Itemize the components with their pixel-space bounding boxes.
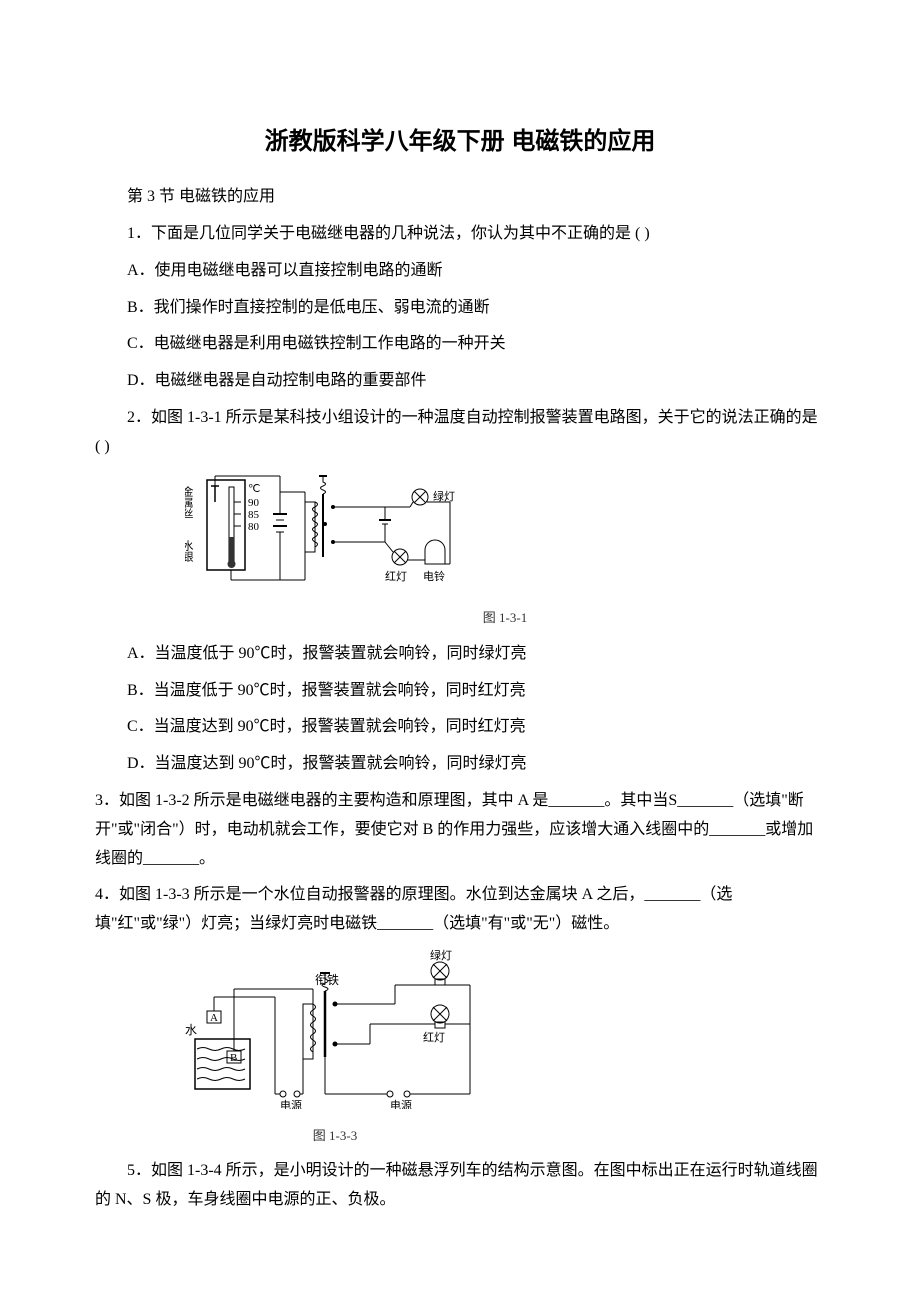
q1-stem: 1．下面是几位同学关于电磁继电器的几种说法，你认为其中不正确的是 ( )	[95, 220, 825, 249]
q1-optA: A．使用电磁继电器可以直接控制电路的通断	[95, 257, 825, 286]
q2-optD: D．当温度达到 90℃时，报警装置就会响铃，同时绿灯亮	[95, 750, 825, 779]
svg-text:80: 80	[248, 521, 260, 533]
fig3-label: 图 1-3-3	[185, 1120, 485, 1147]
q3-text: 3．如图 1-3-2 所示是电磁继电器的主要构造和原理图，其中 A 是_____…	[95, 787, 825, 873]
svg-text:℃: ℃	[248, 483, 260, 495]
svg-text:电铃: 电铃	[423, 569, 445, 583]
svg-text:电源: 电源	[280, 1098, 302, 1109]
svg-text:90: 90	[248, 497, 260, 509]
svg-text:A: A	[210, 1012, 218, 1024]
figure-1-3-1: ℃ 90 85 80 金属丝 水银	[185, 472, 825, 630]
svg-text:电源: 电源	[390, 1098, 412, 1109]
q2-stem: 2．如图 1-3-1 所示是某科技小组设计的一种温度自动控制报警装置电路图，关于…	[95, 404, 825, 462]
q4-text: 4．如图 1-3-3 所示是一个水位自动报警器的原理图。水位到达金属块 A 之后…	[95, 881, 825, 939]
fig1-label: 图 1-3-1	[185, 602, 825, 629]
svg-text:水银: 水银	[185, 539, 194, 562]
svg-text:红灯: 红灯	[423, 1031, 445, 1044]
svg-text:85: 85	[248, 509, 260, 521]
svg-text:绿灯: 绿灯	[433, 489, 455, 503]
q2-optA: A．当温度低于 90℃时，报警装置就会响铃，同时绿灯亮	[95, 640, 825, 669]
svg-text:绿灯: 绿灯	[430, 949, 452, 962]
q2-optC: C．当温度达到 90℃时，报警装置就会响铃，同时红灯亮	[95, 713, 825, 742]
svg-text:金属丝: 金属丝	[185, 484, 194, 518]
svg-text:水: 水	[185, 1023, 197, 1037]
svg-text:红灯: 红灯	[385, 570, 407, 583]
q1-optB: B．我们操作时直接控制的是低电压、弱电流的通断	[95, 294, 825, 323]
q1-optC: C．电磁继电器是利用电磁铁控制工作电路的一种开关	[95, 330, 825, 359]
page-title: 浙教版科学八年级下册 电磁铁的应用	[95, 120, 825, 163]
q1-optD: D．电磁继电器是自动控制电路的重要部件	[95, 367, 825, 396]
svg-text:B: B	[230, 1052, 237, 1064]
q5-stem: 5．如图 1-3-4 所示，是小明设计的一种磁悬浮列车的结构示意图。在图中标出正…	[95, 1157, 825, 1215]
q2-optB: B．当温度低于 90℃时，报警装置就会响铃，同时红灯亮	[95, 677, 825, 706]
section-header: 第 3 节 电磁铁的应用	[95, 183, 825, 212]
figure-1-3-3: 水 A B 电源 衔铁	[185, 949, 825, 1147]
